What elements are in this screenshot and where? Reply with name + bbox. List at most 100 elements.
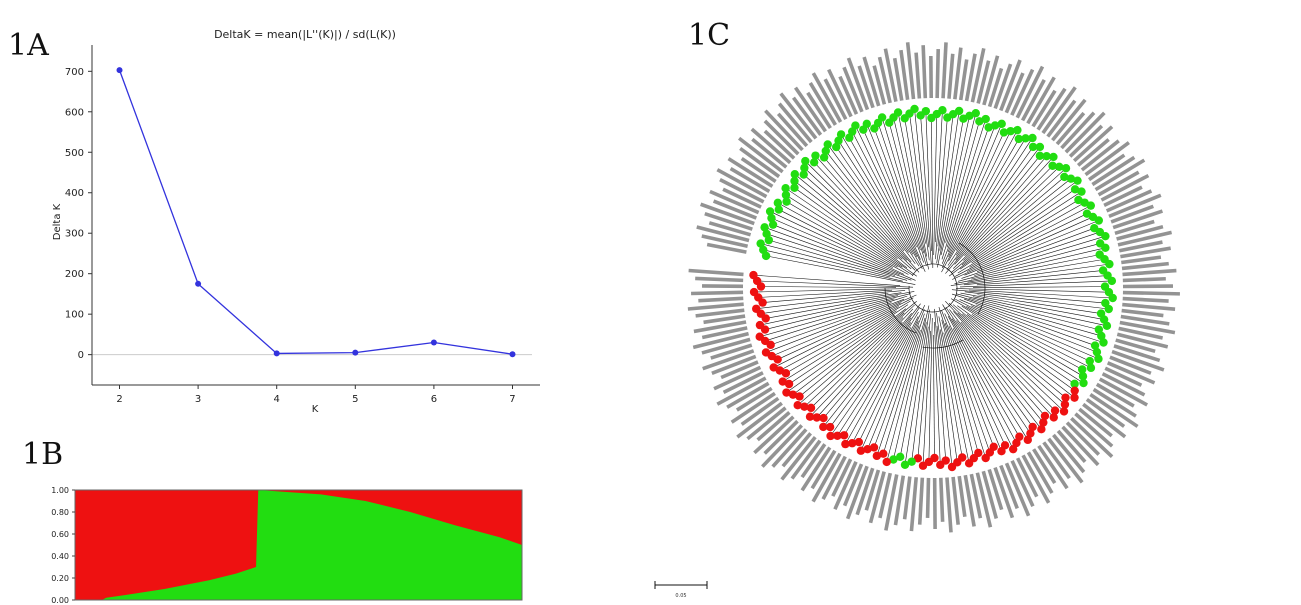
leaf-marker — [918, 461, 928, 470]
leaf-marker — [819, 422, 828, 432]
leaf-marker — [806, 403, 816, 413]
tree-branch — [788, 304, 909, 385]
tree-branch — [797, 312, 905, 406]
panel-label-1a: 1A — [8, 28, 49, 63]
taxon-label-glyphs — [737, 136, 784, 174]
tree-branch — [955, 288, 1109, 293]
tree-branch — [968, 297, 1102, 337]
taxon-label-glyphs — [921, 45, 928, 99]
taxon-label-glyphs — [740, 396, 780, 426]
taxon-label-glyphs — [730, 391, 776, 424]
taxon-label-glyphs — [1082, 402, 1127, 439]
leaf-marker — [1035, 142, 1045, 152]
tree-branch — [968, 289, 1113, 299]
taxon-label-glyphs — [833, 460, 858, 510]
leaf-marker — [781, 183, 790, 193]
tree-branch — [970, 247, 1106, 280]
taxon-label-glyphs — [1110, 204, 1154, 224]
taxon-label-glyphs — [1036, 87, 1067, 131]
leaf-marker — [790, 176, 799, 186]
taxon-label-glyphs — [1074, 412, 1114, 448]
taxon-label-glyphs — [1101, 372, 1146, 397]
tree-branch — [948, 131, 1011, 257]
leaf-marker — [1049, 413, 1058, 422]
taxon-label-glyphs — [1122, 302, 1176, 311]
taxon-label-glyphs — [1122, 290, 1180, 296]
taxon-label-glyphs — [1015, 65, 1045, 119]
tree-branch — [874, 128, 924, 263]
taxon-label-glyphs — [695, 308, 745, 318]
tree-branch — [933, 114, 938, 256]
taxon-label-glyphs — [982, 55, 1000, 106]
tree-branch — [960, 292, 1105, 320]
taxon-label-glyphs — [710, 343, 753, 360]
tree-branch — [888, 122, 925, 254]
taxon-label-glyphs — [692, 331, 749, 350]
tree-branch — [956, 320, 1033, 428]
tree-branch — [769, 211, 905, 275]
tree-branch — [843, 311, 919, 436]
leaf-marker — [856, 446, 866, 455]
tree-branch — [961, 231, 1100, 279]
tree-branch — [966, 314, 1075, 398]
leaf-marker — [1059, 407, 1069, 416]
leaf-marker — [965, 111, 974, 121]
leaf-marker — [1099, 315, 1109, 324]
taxon-label-glyphs — [687, 302, 744, 311]
taxon-label-glyphs — [727, 157, 774, 188]
leaf-marker — [752, 304, 761, 313]
clade-arc — [908, 285, 952, 313]
taxon-label-glyphs — [1026, 76, 1056, 125]
taxon-label-glyphs — [939, 477, 945, 522]
tree-branch — [873, 325, 920, 448]
leaf-marker — [1099, 338, 1108, 347]
tree-branch — [855, 125, 926, 272]
tree-branch — [939, 118, 964, 251]
tree-branch — [866, 123, 917, 248]
tree-branch — [794, 187, 917, 277]
taxon-label-glyphs — [698, 296, 744, 303]
leaf-marker — [1015, 432, 1024, 441]
tree-branch — [837, 322, 911, 436]
tree-branch — [823, 303, 921, 428]
tree-branch — [972, 286, 1105, 288]
taxon-label-glyphs — [704, 211, 753, 231]
leaf-marker — [809, 158, 819, 167]
leaf-marker — [1070, 379, 1079, 389]
leaf-marker — [1102, 321, 1112, 331]
taxon-label-glyphs — [1076, 138, 1110, 167]
leaf-marker — [1078, 365, 1087, 374]
barplot-frame — [74, 489, 523, 601]
tree-branch — [969, 202, 1085, 268]
taxon-label-glyphs — [987, 468, 1004, 511]
b-y-tick-label: 0.40 — [51, 552, 69, 561]
taxon-label-glyphs — [827, 68, 853, 118]
panel-label-1c: 1C — [688, 18, 731, 53]
leaf-marker — [1040, 411, 1050, 421]
tree-branch — [803, 174, 912, 270]
leaf-marker — [1035, 151, 1045, 161]
leaf-marker — [755, 332, 764, 341]
tree-branch — [805, 160, 916, 271]
leaf-marker — [833, 431, 842, 440]
leaf-marker — [879, 449, 888, 458]
tree-branch — [772, 224, 900, 276]
tree-branch — [961, 305, 1084, 384]
taxon-label-glyphs — [763, 419, 799, 455]
tree-branch — [782, 310, 897, 382]
taxon-label-glyphs — [864, 469, 881, 511]
tree-branch — [925, 111, 932, 252]
leaf-marker — [851, 121, 860, 130]
tree-branch — [939, 329, 963, 458]
tree-branch — [785, 300, 911, 374]
tree-branch — [771, 217, 916, 281]
leaf-marker — [755, 320, 765, 330]
tree-branch — [936, 325, 953, 468]
leaf-marker — [759, 245, 768, 255]
tree-branch — [770, 302, 892, 346]
taxon-label-glyphs — [1072, 125, 1114, 163]
tree-branch — [851, 131, 918, 258]
leaf-marker — [768, 220, 778, 229]
taxon-label-glyphs — [1120, 246, 1171, 259]
taxon-label-glyphs — [1100, 173, 1150, 202]
